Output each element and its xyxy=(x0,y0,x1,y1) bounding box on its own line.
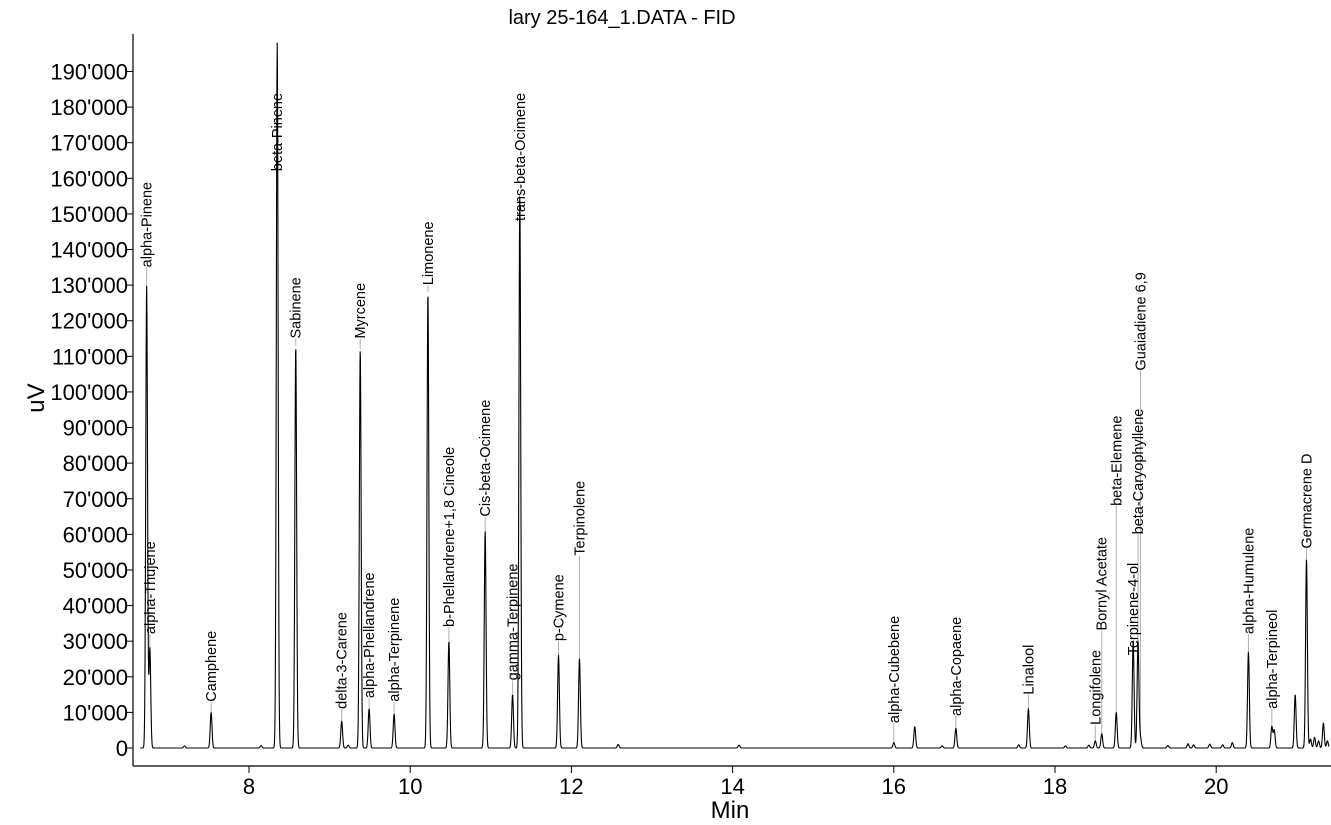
peak-label: Longifolene xyxy=(1088,650,1104,725)
y-tick-label: 20'000 xyxy=(63,665,128,690)
y-axis-ticks: 0 10'000 20'000 30'000 40'000 50'000 60'000 70'… xyxy=(50,59,133,761)
y-tick-label: 90'000 xyxy=(63,416,128,441)
peak-label: Myrcene xyxy=(353,283,369,339)
x-axis-label: Min xyxy=(711,797,750,824)
peak-label: alpha-Humulene xyxy=(1241,528,1257,634)
y-tick-label: 130'000 xyxy=(50,273,128,298)
peak-labels: alpha-Pinene alpha-Thujene Camphene beta-Pi… xyxy=(140,93,1316,725)
plot-area: 0 10'000 20'000 30'000 40'000 50'000 60'000 70'… xyxy=(50,34,1331,799)
peak-label: Terpinolene xyxy=(572,481,588,556)
y-tick-label: 80'000 xyxy=(63,451,128,476)
peak-label: Germacrene D xyxy=(1299,454,1315,549)
x-tick-label: 18 xyxy=(1043,774,1067,799)
x-axis-ticks: 8 10 12 14 16 18 20 xyxy=(243,766,1228,799)
peak-label: Bornyl Acetate xyxy=(1095,537,1111,631)
y-tick-label: 150'000 xyxy=(50,202,128,227)
peak-label: delta-3-Carene xyxy=(335,612,351,709)
peak-label: alpha-Phellandrene xyxy=(362,572,378,698)
y-tick-label: 50'000 xyxy=(63,558,128,583)
peak-label: alpha-Terpineol xyxy=(1265,610,1281,709)
x-tick-label: 8 xyxy=(243,774,255,799)
y-tick-label: 110'000 xyxy=(52,344,128,369)
chromatogram-trace xyxy=(139,42,1330,749)
y-tick-label: 60'000 xyxy=(63,522,128,547)
peak-label-leaders xyxy=(146,267,1307,743)
x-tick-label: 12 xyxy=(559,774,583,799)
peak-label: p-Cymene xyxy=(552,574,568,641)
x-tick-label: 14 xyxy=(720,774,744,799)
peak-label: Cis-beta-Ocimene xyxy=(478,400,494,517)
peak-label: alpha-Thujene xyxy=(143,541,159,634)
x-tick-label: 20 xyxy=(1204,774,1228,799)
y-tick-label: 170'000 xyxy=(50,131,128,156)
peak-label: Guaiadiene 6,9 xyxy=(1133,272,1149,370)
peak-label: b-Phellandrene+1,8 Cineole xyxy=(442,447,458,627)
chart-title: lary 25-164_1.DATA - FID xyxy=(508,7,735,29)
peak-label: alpha-Terpinene xyxy=(387,598,403,702)
y-tick-label: 70'000 xyxy=(63,487,128,512)
y-tick-label: 30'000 xyxy=(63,629,128,654)
y-tick-label: 140'000 xyxy=(50,238,128,263)
y-tick-label: 120'000 xyxy=(50,309,128,334)
peak-label: beta-Pinene xyxy=(270,93,286,171)
y-tick-label: 160'000 xyxy=(50,166,128,191)
peak-label: beta-Caryophyllene xyxy=(1131,409,1147,535)
x-tick-label: 16 xyxy=(882,774,906,799)
peak-label: trans-beta-Ocimene xyxy=(513,93,529,221)
peak-label: Terpinene-4-ol xyxy=(1126,563,1142,656)
peak-label: alpha-Copaene xyxy=(949,617,965,716)
peak-label: Limonene xyxy=(421,221,437,285)
peak-label: gamma-Terpinene xyxy=(506,563,522,680)
peak-label: alpha-Pinene xyxy=(140,182,156,267)
y-tick-label: 40'000 xyxy=(63,594,128,619)
peak-label: beta-Elemene xyxy=(1109,416,1125,506)
peak-label: Camphene xyxy=(204,631,220,702)
y-tick-label: 0 xyxy=(116,736,128,761)
y-tick-label: 190'000 xyxy=(50,59,128,84)
peak-label: Sabinene xyxy=(289,277,305,338)
y-axis-label: uV xyxy=(23,383,50,412)
y-tick-label: 10'000 xyxy=(63,700,128,725)
y-tick-label: 100'000 xyxy=(50,380,128,405)
peak-label: Linalool xyxy=(1021,645,1037,695)
peak-label: alpha-Cubebene xyxy=(887,616,903,723)
y-tick-label: 180'000 xyxy=(50,95,128,120)
x-tick-label: 10 xyxy=(398,774,422,799)
